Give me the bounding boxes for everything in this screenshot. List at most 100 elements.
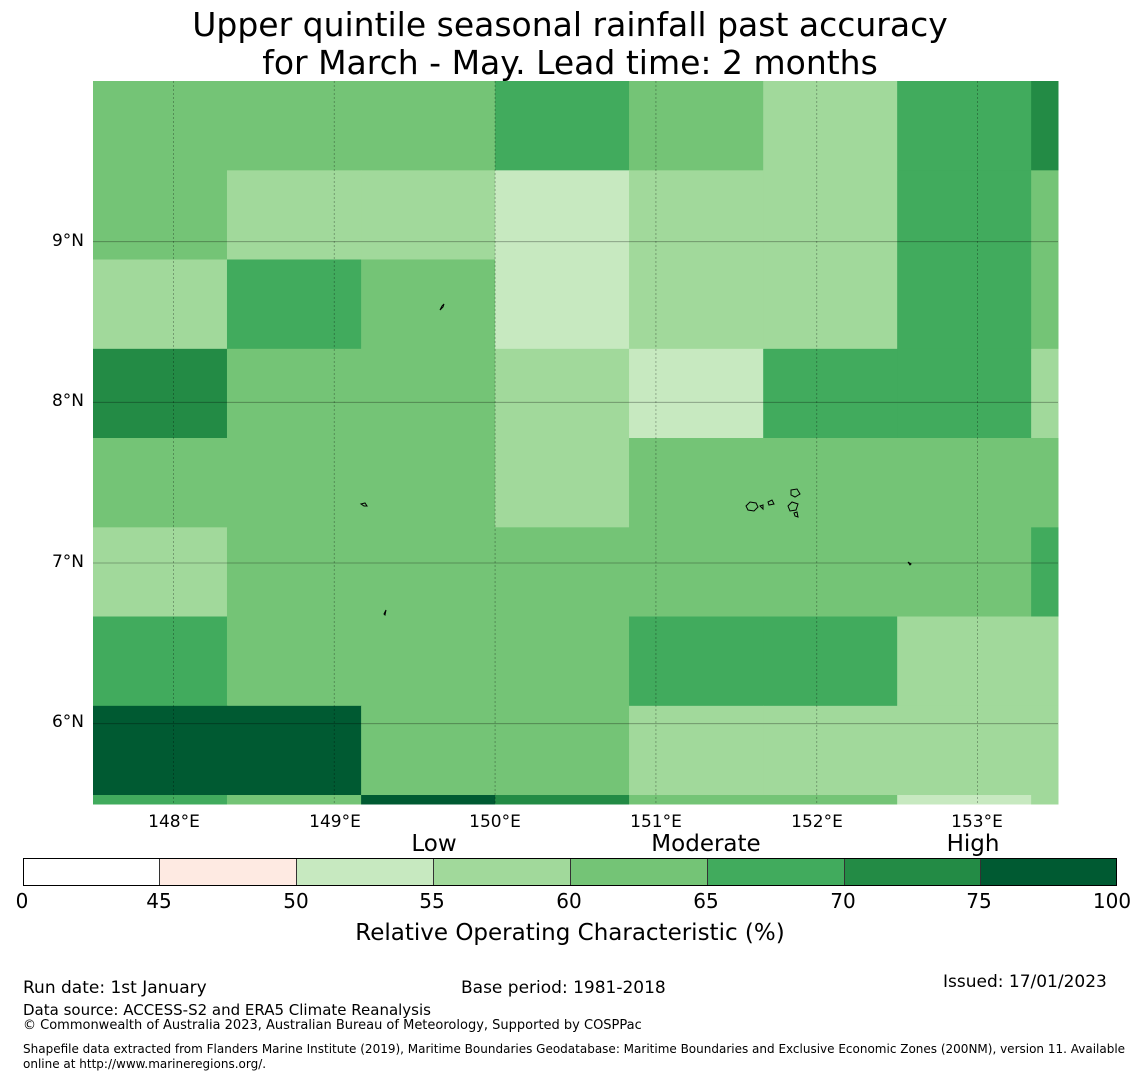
island-outline [790,488,801,498]
roc-grid-cells [93,81,1059,805]
graticule-lines [93,81,1058,804]
roc-cell [629,348,764,439]
roc-cell [361,170,496,261]
roc-cell [1031,705,1059,796]
roc-cell [495,348,630,439]
roc-cell [1031,348,1059,439]
category-high: High [946,831,1000,857]
roc-cell [93,259,228,350]
roc-cell [93,81,228,171]
colorbar-tick-45: 45 [146,889,172,913]
colorbar-tick-70: 70 [830,889,856,913]
colorbar-tick-65: 65 [693,889,719,913]
roc-cell [361,616,496,707]
lon-label-151e: 151°E [630,812,682,832]
roc-cell [897,170,1032,261]
roc-cell [495,616,630,707]
roc-cell [763,348,898,439]
roc-cell [226,795,362,805]
island-outline [383,609,387,617]
roc-cell [226,348,362,439]
lat-label-8n: 8°N [51,391,84,411]
colorbar-bin-45-50 [160,859,297,885]
colorbar-bin-0-45 [24,859,160,885]
roc-cell [495,438,630,528]
roc-cell [495,527,630,618]
base-period: Base period: 1981-2018 [461,978,666,998]
lat-label-7n: 7°N [51,552,84,572]
roc-cell [495,795,630,805]
island-outline [787,501,799,512]
roc-cell [361,259,496,350]
roc-cell [629,81,764,171]
roc-cell [897,259,1032,350]
roc-cell [93,527,228,618]
roc-cell [361,795,496,805]
roc-cell [897,438,1032,528]
roc-cell [629,170,764,261]
roc-cell [495,81,630,171]
roc-cell [1031,527,1059,618]
lon-label-149e: 149°E [309,812,361,832]
colorbar-bin-75-100 [981,859,1116,885]
colorbar-tick-100: 100 [1092,889,1132,913]
roc-cell [495,170,630,261]
colorbar-bin-60-65 [571,859,708,885]
roc-cell [1031,795,1059,805]
lon-label-150e: 150°E [469,812,521,832]
roc-cell [1031,259,1059,350]
issued-date: Issued: 17/01/2023 [943,972,1107,992]
roc-cell [897,616,1032,707]
island-outline [439,303,445,311]
roc-cell [93,170,228,261]
roc-cell [361,348,496,439]
colorbar-bin-70-75 [845,859,981,885]
roc-cell [897,795,1032,805]
island-outline [767,499,775,506]
roc-cell [361,81,496,171]
colorbar-bin-55-60 [434,859,571,885]
roc-cell [226,259,362,350]
roc-cell [763,259,898,350]
roc-cell [226,705,362,796]
roc-cell [226,616,362,707]
island-outline [745,501,759,512]
map-title-line-2: for March - May. Lead time: 2 months [262,43,878,82]
roc-cell [763,438,898,528]
roc-cell [495,259,630,350]
category-low: Low [411,831,457,857]
roc-cell [763,795,898,805]
roc-cell [629,705,764,796]
lon-label-153e: 153°E [951,812,1003,832]
roc-colorbar [23,858,1117,886]
island-outline [907,561,912,566]
colorbar-tick-0: 0 [15,889,29,913]
colorbar-title: Relative Operating Characteristic (%) [355,920,785,946]
roc-cell [93,438,228,528]
run-date: Run date: 1st January [23,978,207,998]
roc-cell [93,616,228,707]
island-outlines [359,303,912,617]
colorbar-tick-75: 75 [966,889,992,913]
colorbar-tick-60: 60 [556,889,582,913]
roc-cell [897,705,1032,796]
lon-label-152e: 152°E [791,812,843,832]
roc-cell [629,795,764,805]
roc-cell [226,527,362,618]
roc-cell [629,527,764,618]
roc-cell [629,259,764,350]
roc-cell [1031,616,1059,707]
lat-label-6n: 6°N [51,712,84,732]
roc-cell [897,527,1032,618]
roc-cell [361,438,496,528]
roc-cell [763,81,898,171]
rainfall-accuracy-map [93,81,1059,805]
roc-cell [226,170,362,261]
shapefile-credit-line-2: online at http://www.marineregions.org/. [23,1057,267,1071]
copyright: © Commonwealth of Australia 2023, Austra… [23,1018,642,1033]
category-moderate: Moderate [651,831,761,857]
roc-cell [763,616,898,707]
colorbar-tick-55: 55 [419,889,445,913]
roc-cell [361,705,496,796]
roc-cell [93,348,228,439]
